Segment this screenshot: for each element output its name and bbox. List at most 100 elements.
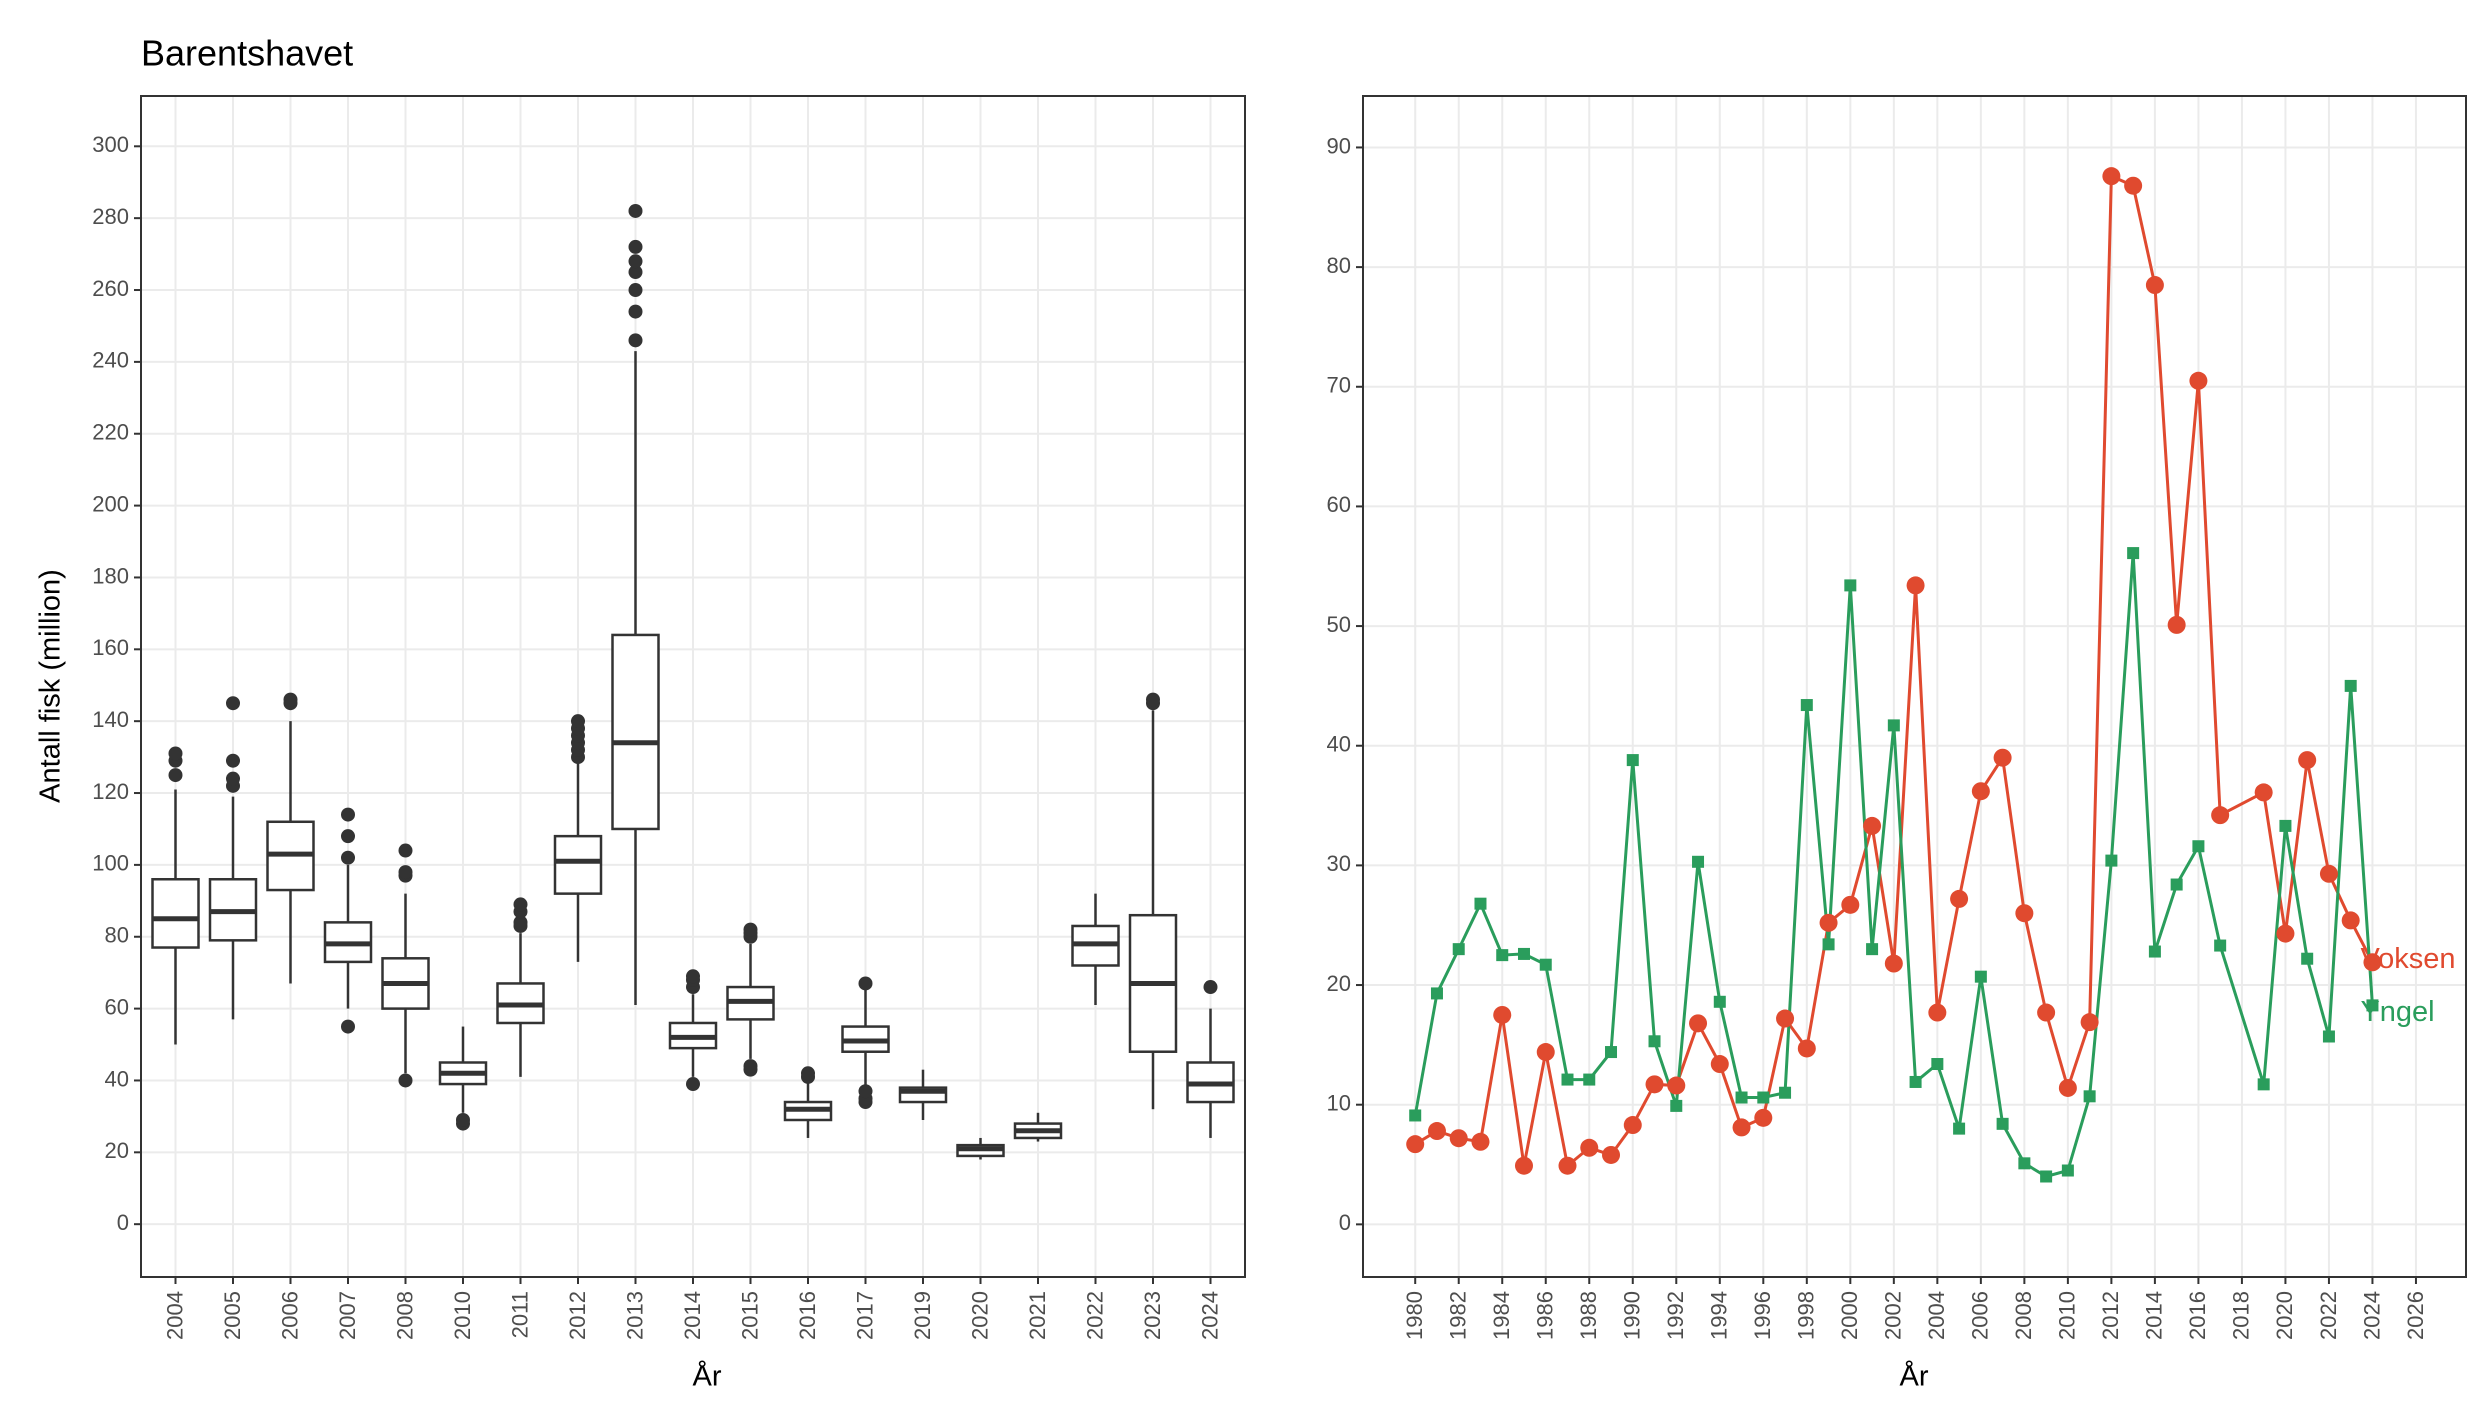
series-label: Voksen — [2360, 943, 2455, 975]
point — [2040, 1170, 2053, 1183]
point — [1800, 699, 1813, 712]
point — [1971, 782, 1990, 801]
point — [1844, 579, 1857, 592]
point — [1605, 1046, 1618, 1059]
y-tick-label: 100 — [92, 851, 129, 876]
point — [1993, 748, 2012, 767]
point — [2322, 1030, 2335, 1043]
point — [1430, 987, 1443, 1000]
point — [1887, 719, 1900, 732]
point — [1645, 1075, 1664, 1094]
point — [1517, 947, 1530, 960]
point — [1754, 1108, 1773, 1127]
point — [2167, 615, 2186, 634]
x-tick-label: 2021 — [1025, 1291, 1050, 1340]
y-tick-label: 80 — [1327, 253, 1351, 278]
x-tick-label: 2015 — [737, 1291, 762, 1340]
point — [2298, 751, 2317, 770]
x-tick-label: 2013 — [622, 1291, 647, 1340]
x-tick-label: 2016 — [795, 1291, 820, 1340]
outlier — [628, 265, 643, 280]
x-tick-label: 2006 — [277, 1291, 302, 1340]
x-tick-label: 2004 — [1924, 1291, 1949, 1340]
x-tick-label: 2006 — [1968, 1291, 1993, 1340]
point — [2257, 1078, 2270, 1091]
x-tick-label: 2008 — [2011, 1291, 2036, 1340]
x-tick-label: 2002 — [1881, 1291, 1906, 1340]
x-tick-label: 2022 — [2316, 1291, 2341, 1340]
x-tick-label: 2008 — [392, 1291, 417, 1340]
y-tick-label: 90 — [1327, 133, 1351, 158]
panel-border — [140, 95, 1246, 1278]
y-tick-label: 180 — [92, 563, 129, 588]
point — [2102, 167, 2121, 186]
point — [2366, 999, 2379, 1012]
point — [1427, 1122, 1446, 1141]
point — [2015, 904, 2034, 923]
outlier — [168, 746, 183, 761]
point — [2083, 1090, 2096, 1103]
point — [2192, 840, 2205, 853]
point — [1539, 958, 1552, 971]
x-tick-label: 1994 — [1707, 1291, 1732, 1340]
outlier — [743, 922, 758, 937]
y-tick-label: 50 — [1327, 612, 1351, 637]
point — [1710, 1055, 1729, 1074]
y-tick-label: 200 — [92, 491, 129, 516]
point — [1409, 1109, 1422, 1122]
point — [1866, 943, 1879, 956]
x-tick-label: 2016 — [2185, 1291, 2210, 1340]
point — [1884, 954, 1903, 973]
y-tick-label: 20 — [105, 1138, 129, 1163]
x-tick-label: 2020 — [967, 1291, 992, 1340]
point — [1583, 1073, 1596, 1086]
outlier — [398, 865, 413, 880]
box — [151, 878, 200, 949]
point — [1623, 1116, 1642, 1135]
x-tick-label: 2024 — [2359, 1291, 2384, 1340]
outlier — [341, 850, 355, 865]
point — [2214, 939, 2227, 952]
point — [2279, 819, 2292, 832]
point — [2080, 1013, 2099, 1032]
outlier — [398, 1073, 413, 1088]
outlier — [743, 1059, 758, 1074]
point — [1449, 1129, 1468, 1148]
y-tick-label: 60 — [105, 994, 129, 1019]
x-tick-label: 2023 — [1140, 1291, 1165, 1340]
y-tick-label: 40 — [1327, 732, 1351, 757]
y-tick-label: 120 — [92, 779, 129, 804]
point — [2254, 783, 2273, 802]
outlier — [858, 976, 873, 991]
point — [1514, 1156, 1533, 1175]
y-tick-label: 20 — [1327, 971, 1351, 996]
x-tick-label: 2014 — [2142, 1291, 2167, 1340]
outlier — [226, 753, 240, 768]
x-tick-label: 2005 — [220, 1291, 245, 1340]
y-tick-label: 10 — [1327, 1091, 1351, 1116]
point — [1667, 1076, 1686, 1095]
x-tick-label: 2017 — [852, 1291, 877, 1340]
point — [1493, 1005, 1512, 1024]
point — [1496, 949, 1509, 962]
point — [1776, 1009, 1795, 1028]
y-tick-label: 140 — [92, 707, 129, 732]
point — [2276, 924, 2295, 943]
point — [2124, 176, 2143, 195]
outlier — [341, 829, 355, 844]
outlier — [398, 843, 413, 858]
point — [1928, 1003, 1947, 1022]
outlier — [226, 771, 240, 786]
x-tick-label: 2014 — [680, 1291, 705, 1340]
y-tick-label: 0 — [117, 1210, 129, 1235]
x-tick-label: 2010 — [2055, 1291, 2080, 1340]
point — [2189, 371, 2208, 390]
outlier — [341, 807, 355, 822]
y-tick-label: 0 — [1339, 1210, 1351, 1235]
x-tick-label: 2011 — [507, 1291, 532, 1338]
point — [1797, 1039, 1816, 1058]
y-tick-label: 280 — [92, 204, 129, 229]
x-tick-label: 1982 — [1446, 1291, 1471, 1340]
x-tick-label: 1984 — [1489, 1291, 1514, 1340]
